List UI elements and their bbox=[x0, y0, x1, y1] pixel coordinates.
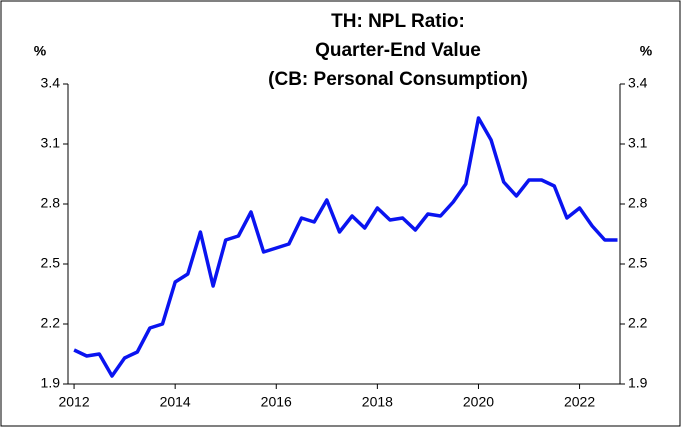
y-tick-label: 2.2 bbox=[41, 315, 61, 331]
chart-title: Quarter-End Value bbox=[315, 40, 481, 61]
y-tick-label: 3.4 bbox=[41, 75, 61, 91]
y-tick-label: 1.9 bbox=[41, 375, 61, 391]
y2-tick-label: 3.1 bbox=[628, 135, 648, 151]
y2-tick-label: 2.8 bbox=[628, 195, 648, 211]
y2-tick-label: 1.9 bbox=[628, 375, 648, 391]
x-tick-label: 2016 bbox=[261, 394, 292, 410]
y-tick-label: 3.1 bbox=[41, 135, 61, 151]
x-tick-label: 2014 bbox=[160, 394, 191, 410]
y2-tick-label: 2.5 bbox=[628, 255, 648, 271]
line-series bbox=[73, 116, 618, 378]
y-tick-label: 2.8 bbox=[41, 195, 61, 211]
x-tick-label: 2018 bbox=[362, 394, 393, 410]
y-axis-label: % bbox=[34, 43, 47, 59]
x-tick-label: 2022 bbox=[564, 394, 595, 410]
chart-title: (CB: Personal Consumption) bbox=[268, 69, 528, 90]
y-tick-label: 2.5 bbox=[41, 255, 61, 271]
y2-tick-label: 3.4 bbox=[628, 75, 648, 91]
y2-axis-label: % bbox=[640, 43, 653, 59]
y2-tick-label: 2.2 bbox=[628, 315, 648, 331]
x-tick-label: 2020 bbox=[463, 394, 494, 410]
chart-title: TH: NPL Ratio: bbox=[331, 11, 465, 32]
x-tick-label: 2012 bbox=[58, 394, 89, 410]
